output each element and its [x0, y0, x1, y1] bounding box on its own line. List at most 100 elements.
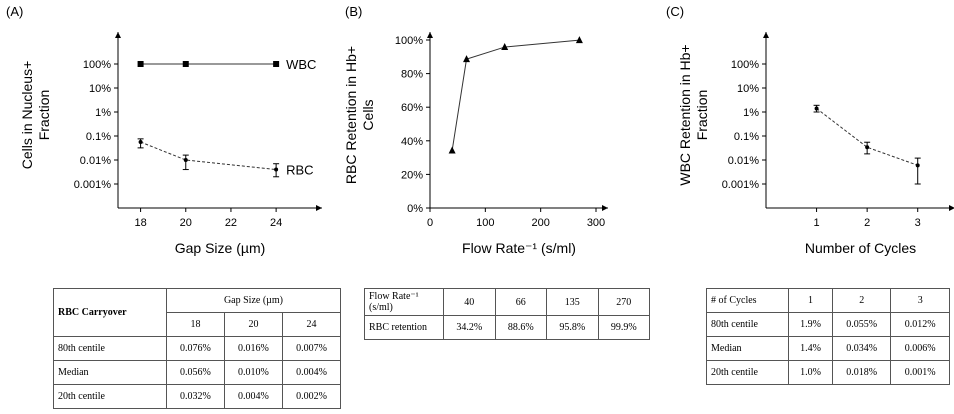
y-tick-label: 0% [407, 203, 423, 215]
y-axis-label: Fraction [694, 90, 710, 141]
table-c-cell: 0.012% [891, 313, 950, 337]
table-b-cell: 66 [495, 289, 547, 316]
x-tick-label: 20 [180, 217, 192, 229]
data-point [273, 61, 279, 67]
series-label: RBC [286, 163, 313, 178]
x-axis-arrow [949, 205, 954, 211]
series-line [141, 142, 277, 170]
table-a-cell: 0.032% [166, 385, 224, 409]
data-point [576, 36, 583, 43]
data-point [138, 61, 144, 67]
series-label: WBC [286, 57, 316, 72]
table-b-cell: 34.2% [444, 316, 496, 340]
table-a-row-label: 20th centile [54, 385, 167, 409]
x-tick-label: 22 [225, 217, 237, 229]
table-a-cell: 0.056% [166, 361, 224, 385]
y-tick-label: 0.01% [728, 155, 759, 167]
series-line [452, 40, 579, 150]
y-axis-label: Cells [360, 99, 376, 130]
y-axis-arrow [427, 32, 433, 38]
y-axis-arrow [115, 32, 121, 38]
table-c-cell: 0.018% [832, 361, 891, 385]
table-a-cell: 0.004% [224, 385, 282, 409]
data-point [916, 163, 920, 167]
x-axis-label: Flow Rate⁻¹ (s/ml) [462, 240, 576, 256]
x-tick-label: 2 [864, 217, 870, 229]
table-c-cell: 1.9% [789, 313, 833, 337]
y-tick-label: 100% [731, 59, 759, 71]
table-a-cell: 0.076% [166, 337, 224, 361]
table-a-row-label: 80th centile [54, 337, 167, 361]
table-a-col: 20 [224, 313, 282, 337]
y-tick-label: 0.001% [74, 179, 112, 191]
y-axis-label: Cells in Nucleus+ [19, 61, 35, 170]
x-tick-label: 1 [814, 217, 820, 229]
table-c-row-label: 20th centile [707, 361, 789, 385]
x-tick-label: 24 [270, 217, 282, 229]
table-c-cell: 0.034% [832, 337, 891, 361]
table-a-col: 24 [282, 313, 340, 337]
y-tick-label: 40% [401, 136, 423, 148]
data-point [865, 145, 869, 149]
data-point [184, 158, 188, 162]
x-tick-label: 300 [587, 217, 605, 229]
table-a-cell: 0.004% [282, 361, 340, 385]
y-tick-label: 1% [743, 107, 759, 119]
y-tick-label: 80% [401, 69, 423, 81]
data-point [274, 168, 278, 172]
x-axis-arrow [602, 205, 608, 211]
table-c-cell: 0.001% [891, 361, 950, 385]
y-axis-arrow [763, 32, 769, 38]
table-b-cell: 99.9% [598, 316, 650, 340]
table-wbc-retention: # of Cycles 1 2 3 80th centile 1.9% 0.05… [706, 288, 950, 385]
y-axis-label: RBC Retention in Hb+ [343, 46, 359, 184]
data-point [449, 147, 456, 154]
y-axis-label: Fraction [36, 90, 52, 141]
y-tick-label: 20% [401, 169, 423, 181]
table-rbc-carryover: RBC Carryover Gap Size (µm) 18 20 24 80t… [53, 288, 341, 409]
table-c-col: 1 [789, 289, 833, 313]
x-tick-label: 0 [427, 217, 433, 229]
table-a-corner: RBC Carryover [54, 289, 167, 337]
table-c-col: 2 [832, 289, 891, 313]
y-tick-label: 1% [95, 107, 111, 119]
table-b-row-label: Flow Rate⁻¹ (s/ml) [365, 289, 444, 316]
x-tick-label: 100 [476, 217, 494, 229]
y-tick-label: 60% [401, 102, 423, 114]
table-c-cell: 1.4% [789, 337, 833, 361]
data-point [139, 140, 143, 144]
table-c-row-label: 80th centile [707, 313, 789, 337]
table-b-row-label: RBC retention [365, 316, 444, 340]
y-tick-label: 0.1% [86, 131, 111, 143]
data-point [183, 61, 189, 67]
table-a-group-header: Gap Size (µm) [166, 289, 340, 313]
table-a-cell: 0.002% [282, 385, 340, 409]
table-c-cell: 0.006% [891, 337, 950, 361]
series-line [817, 108, 918, 165]
table-rbc-retention: Flow Rate⁻¹ (s/ml) 40 66 135 270 RBC ret… [364, 288, 650, 340]
x-axis-label: Gap Size (µm) [175, 240, 266, 256]
table-a-row-label: Median [54, 361, 167, 385]
x-axis-arrow [316, 205, 322, 211]
table-b-cell: 135 [547, 289, 599, 316]
table-a-cell: 0.010% [224, 361, 282, 385]
y-tick-label: 100% [395, 35, 423, 47]
table-a-col: 18 [166, 313, 224, 337]
table-b-cell: 270 [598, 289, 650, 316]
table-c-cell: 1.0% [789, 361, 833, 385]
x-tick-label: 200 [531, 217, 549, 229]
y-tick-label: 10% [737, 83, 759, 95]
table-b-cell: 95.8% [547, 316, 599, 340]
x-tick-label: 3 [915, 217, 921, 229]
y-tick-label: 100% [83, 59, 111, 71]
table-c-col: 3 [891, 289, 950, 313]
x-tick-label: 18 [134, 217, 146, 229]
table-b-cell: 88.6% [495, 316, 547, 340]
data-point [815, 106, 819, 110]
y-tick-label: 0.1% [734, 131, 759, 143]
table-a-cell: 0.007% [282, 337, 340, 361]
y-tick-label: 0.001% [722, 179, 760, 191]
table-c-row-label: Median [707, 337, 789, 361]
table-a-cell: 0.016% [224, 337, 282, 361]
